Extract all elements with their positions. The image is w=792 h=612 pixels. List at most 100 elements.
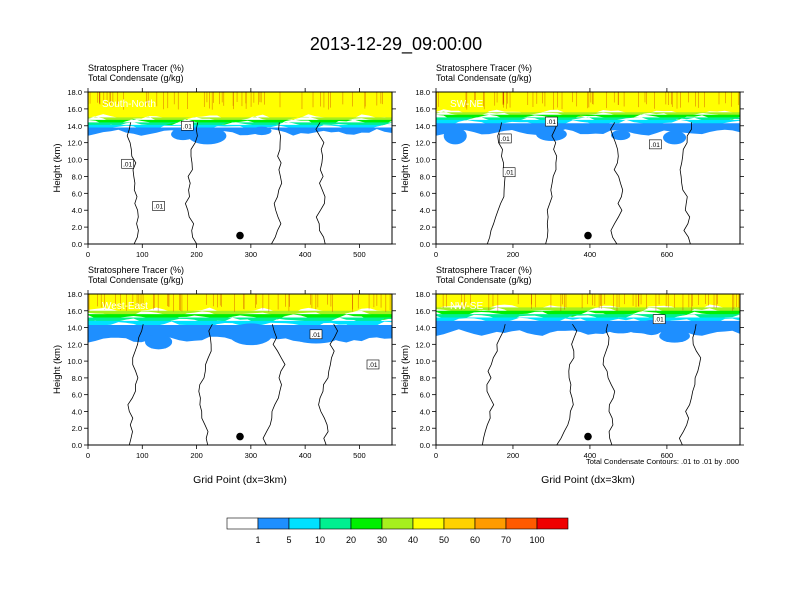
plot-background (436, 294, 740, 445)
colorbar-level-label: 20 (346, 535, 356, 545)
y-tick-label: 6.0 (72, 391, 82, 400)
contour-label: .01 (154, 204, 163, 211)
panels: .01 .01 .01 South-North 0.0 2.0 4.0 6.0 8.0 10.0 1… (52, 63, 744, 486)
colorbar-level-label: 60 (470, 535, 480, 545)
y-tick-label: 16.0 (67, 105, 82, 114)
colorbar-level-label: 100 (529, 535, 544, 545)
y-axis-label: Height (km) (52, 345, 63, 394)
x-tick-label: 200 (190, 250, 203, 259)
panel-label: South-North (102, 99, 156, 110)
y-tick-label: 10.0 (415, 357, 430, 366)
y-tick-label: 18.0 (67, 290, 82, 299)
y-tick-label: 4.0 (72, 206, 82, 215)
y-tick-label: 16.0 (415, 307, 430, 316)
tracer-layer-bin-2 (88, 124, 392, 131)
x-tick-label: 400 (584, 451, 597, 460)
x-tick-label: 0 (86, 451, 90, 460)
tracer-blob (443, 127, 467, 145)
colorbar-swatch (226, 517, 259, 530)
condensate-contour (482, 324, 506, 445)
tracer-blob (611, 130, 631, 141)
colorbar-level-label: 70 (501, 535, 511, 545)
colorbar-level-label: 5 (286, 535, 291, 545)
colorbar-level-label: 30 (377, 535, 387, 545)
left-title-line-1: Stratosphere Tracer (%) (436, 265, 532, 275)
colorbar-swatch (350, 517, 383, 530)
y-tick-label: 14.0 (67, 122, 82, 131)
condensate-contour (126, 122, 139, 244)
panel-sw-ne: .01 .01 .01 .01 SW-NE 0.0 2.0 4.0 6.0 8.0 10.0 12.0… (400, 63, 744, 259)
x-tick-label: 100 (136, 451, 149, 460)
tracer-blob (251, 126, 272, 136)
condensate-contour (184, 122, 199, 244)
panel-south-north: .01 .01 .01 South-North 0.0 2.0 4.0 6.0 8.0 10.0 1… (52, 63, 396, 259)
tracer-layer-bin-6 (88, 92, 392, 121)
contour-label-box (121, 158, 134, 169)
y-axis-label: Height (km) (400, 143, 411, 192)
contour-label-box (652, 314, 666, 324)
colorbar-swatch (288, 517, 321, 530)
location-marker (236, 432, 244, 441)
y-tick-label: 16.0 (415, 105, 430, 114)
colorbar-swatch (381, 517, 414, 530)
condensate-contour (678, 324, 702, 445)
tracer-blob (607, 325, 635, 334)
colorbar-swatch (443, 517, 476, 530)
x-tick-label: 200 (507, 451, 520, 460)
tracer-blob (188, 127, 227, 145)
panel-nw-se: .01 NW-SE 0.0 2.0 4.0 6.0 8.0 10.0 12.0 14.0 16.0 1… (400, 265, 744, 486)
y-tick-label: 14.0 (67, 324, 82, 333)
contour-label-box (181, 120, 194, 131)
plot-area: .01 .01 (88, 294, 392, 445)
left-title-line-1: Stratosphere Tracer (%) (88, 63, 184, 73)
y-tick-label: 18.0 (67, 88, 82, 97)
y-tick-label: 2.0 (420, 223, 430, 232)
plot-frame (435, 293, 741, 446)
condensate-contour (679, 122, 692, 244)
x-tick-label: 400 (299, 451, 312, 460)
x-tick-label: 400 (299, 250, 312, 259)
y-tick-label: 2.0 (72, 223, 82, 232)
left-title-line-2: Total Condensate (g/kg) (88, 73, 184, 83)
left-title-line-1: Stratosphere Tracer (%) (436, 63, 532, 73)
contour-label-box (152, 201, 165, 211)
contour-label-box (366, 359, 380, 370)
contour-label: .01 (651, 142, 660, 149)
contour-label-box (498, 133, 512, 144)
colorbar-swatch (257, 517, 290, 530)
y-tick-label: 10.0 (67, 156, 82, 165)
y-tick-label: 8.0 (420, 374, 430, 383)
y-tick-label: 18.0 (415, 88, 430, 97)
colorbar-swatch (505, 517, 538, 530)
panel-west-east: .01 .01 West-East 0.0 2.0 4.0 6.0 8.0 10.0 12.0 14… (52, 265, 396, 486)
y-tick-label: 4.0 (420, 407, 430, 416)
y-tick-label: 12.0 (67, 340, 82, 349)
y-axis-label: Height (km) (400, 345, 411, 394)
panel-label: SW-NE (450, 99, 483, 110)
y-tick-label: 18.0 (415, 290, 430, 299)
tracer-blob (536, 127, 567, 141)
contour-label: .01 (501, 136, 510, 143)
tracer-blob (229, 323, 273, 346)
y-tick-label: 0.0 (420, 240, 430, 249)
x-tick-label: 300 (245, 451, 258, 460)
y-tick-label: 8.0 (72, 374, 82, 383)
plot-area: .01 .01 .01 .01 (436, 92, 740, 244)
y-tick-label: 14.0 (415, 324, 430, 333)
y-tick-label: 8.0 (420, 172, 430, 181)
location-marker (236, 231, 244, 240)
left-title-line-2: Total Condensate (g/kg) (88, 275, 184, 285)
contour-label: .01 (505, 170, 514, 177)
y-tick-label: 12.0 (415, 340, 430, 349)
x-tick-label: 0 (434, 250, 438, 259)
contour-footnote: Total Condensate Contours: .01 to .01 by… (586, 457, 739, 466)
location-marker (584, 231, 592, 240)
y-tick-label: 0.0 (72, 441, 82, 450)
tracer-layer-bin-1 (436, 123, 740, 136)
contour-label: .01 (655, 317, 664, 324)
x-tick-label: 0 (434, 451, 438, 460)
left-title-line-2: Total Condensate (g/kg) (436, 73, 532, 83)
x-axis-label: Grid Point (dx=3km) (193, 474, 287, 486)
x-tick-label: 600 (661, 250, 674, 259)
